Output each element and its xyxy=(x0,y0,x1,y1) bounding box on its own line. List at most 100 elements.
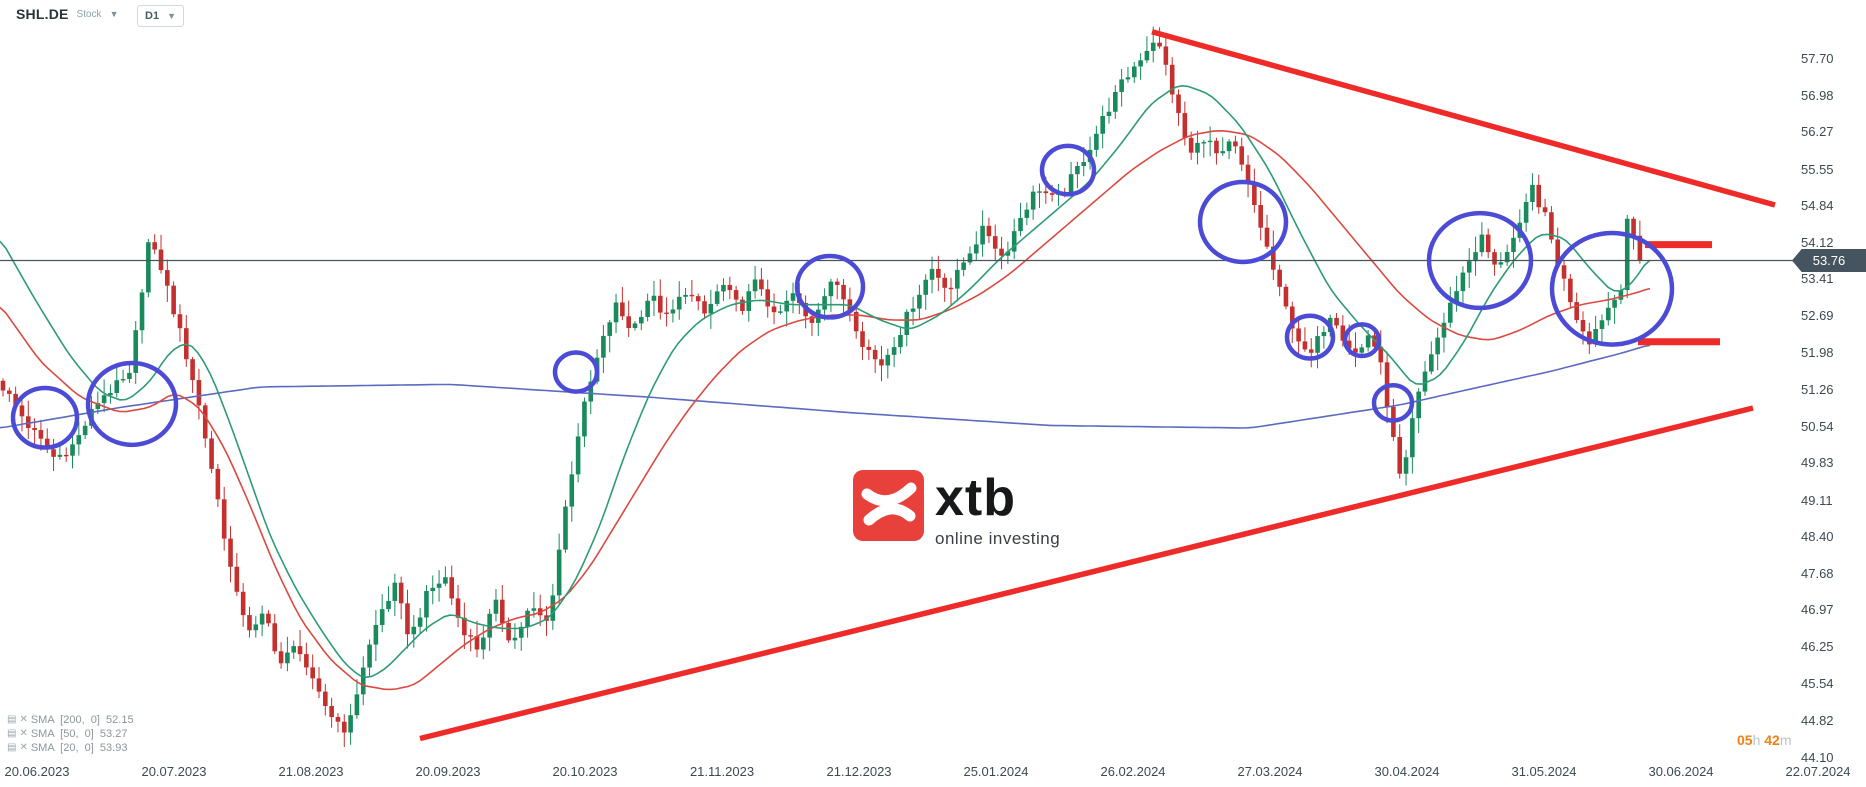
countdown-hours-unit: h xyxy=(1752,732,1761,748)
candle-body xyxy=(973,244,979,254)
indicator-remove-icon[interactable]: ✕ xyxy=(19,713,28,725)
candle-body xyxy=(626,316,631,329)
candle-body xyxy=(563,506,568,550)
candle-body xyxy=(379,609,385,625)
symbol-dropdown-caret-icon[interactable]: ▼ xyxy=(109,9,119,19)
date-axis-label: 20.07.2023 xyxy=(141,764,207,779)
trendline[interactable] xyxy=(419,405,1754,742)
candle-body xyxy=(449,577,455,599)
candle-body xyxy=(1580,320,1586,332)
candle-body xyxy=(1233,141,1238,147)
candle-body xyxy=(57,454,63,457)
countdown-minutes-unit: m xyxy=(1779,732,1792,748)
timeframe-value: D1 xyxy=(145,10,160,22)
candle-body xyxy=(828,281,834,297)
candle-body xyxy=(651,295,657,301)
annotation-circle[interactable] xyxy=(552,350,600,394)
candle-body xyxy=(942,277,947,288)
candle-body xyxy=(1454,291,1459,303)
timeframe-dropdown[interactable]: D1 ▼ xyxy=(137,5,184,27)
candle-body xyxy=(1340,325,1346,341)
candle-body xyxy=(879,359,884,366)
annotation-circle[interactable] xyxy=(1197,179,1289,265)
candle-body xyxy=(1473,252,1478,262)
countdown-minutes: 42 xyxy=(1764,732,1780,748)
price-axis-label: 48.40 xyxy=(1801,528,1834,544)
candle-body xyxy=(986,225,992,237)
indicator-settings-icon[interactable]: ▤ xyxy=(7,713,17,725)
candle-body xyxy=(860,331,865,347)
candle-body xyxy=(1637,235,1643,261)
annotation-circle[interactable] xyxy=(1549,230,1675,347)
indicator-settings-icon[interactable]: ▤ xyxy=(7,727,17,739)
annotation-circle[interactable] xyxy=(794,253,866,320)
date-axis-label: 20.09.2023 xyxy=(415,764,481,779)
candle-body xyxy=(866,346,872,350)
candle-body xyxy=(424,591,429,618)
candle-body xyxy=(620,302,625,317)
candle-body xyxy=(202,405,208,439)
candle-body xyxy=(961,262,966,270)
candle-body xyxy=(1302,341,1308,350)
annotation-circle[interactable] xyxy=(10,385,80,450)
candle-body xyxy=(1441,322,1447,338)
date-axis-label: 21.08.2023 xyxy=(278,764,344,779)
candle-body xyxy=(657,295,663,313)
candle-body xyxy=(436,583,442,588)
candle-body xyxy=(569,474,575,507)
price-axis-label: 56.27 xyxy=(1801,124,1834,140)
price-axis-label: 45.54 xyxy=(1801,675,1834,691)
candle-countdown: 05h 42m xyxy=(1737,732,1792,748)
candle-body xyxy=(1289,306,1295,329)
candle-body xyxy=(670,309,676,314)
candle-body xyxy=(733,290,739,300)
candle-body xyxy=(1511,237,1516,253)
symbol-label[interactable]: SHL.DE xyxy=(16,6,69,22)
symbol-toolbar: SHL.DE Stock ▼ xyxy=(16,6,118,22)
candle-body xyxy=(1030,191,1036,210)
candle-body xyxy=(955,269,960,289)
candle-body xyxy=(1536,184,1542,208)
annotation-circle[interactable] xyxy=(1426,210,1534,311)
price-axis-label: 44.82 xyxy=(1801,712,1834,728)
candle-body xyxy=(341,721,347,733)
candle-body xyxy=(1359,347,1365,353)
candle-body xyxy=(695,296,701,302)
candle-body xyxy=(1618,290,1624,300)
candle-body xyxy=(430,587,436,592)
trendline[interactable] xyxy=(1151,29,1776,208)
candle-body xyxy=(784,300,789,312)
candle-body xyxy=(297,646,303,655)
candle-body xyxy=(1239,146,1245,165)
indicator-settings-icon[interactable]: ▤ xyxy=(7,741,17,753)
price-axis-label: 49.83 xyxy=(1801,455,1834,471)
candle-body xyxy=(1498,262,1504,265)
candle-body xyxy=(1315,336,1320,353)
candle-body xyxy=(834,281,840,285)
candle-body xyxy=(1271,246,1276,270)
candle-body xyxy=(291,646,297,653)
indicator-remove-icon[interactable]: ✕ xyxy=(19,741,28,753)
candle-body xyxy=(196,380,202,406)
annotation-circle[interactable] xyxy=(85,360,179,448)
annotation-circle[interactable] xyxy=(1342,322,1382,359)
candle-body xyxy=(1296,328,1301,342)
candle-body xyxy=(929,268,935,280)
candle-body xyxy=(367,644,372,668)
date-axis-label: 20.06.2023 xyxy=(4,764,70,779)
annotation-circle[interactable] xyxy=(1284,313,1336,361)
candle-body xyxy=(721,284,726,292)
candle-body xyxy=(133,330,139,373)
candle-body xyxy=(872,349,878,360)
candle-body xyxy=(506,623,511,641)
annotation-circle[interactable] xyxy=(1039,143,1097,197)
xtb-tagline-text: online investing xyxy=(935,529,1061,548)
candle-body xyxy=(1410,418,1415,458)
date-axis-label: 31.05.2024 xyxy=(1511,764,1577,779)
candle-body xyxy=(1485,234,1491,253)
indicator-remove-icon[interactable]: ✕ xyxy=(19,727,28,739)
annotation-circle[interactable] xyxy=(1371,382,1415,423)
candle-body xyxy=(1542,207,1548,213)
candle-body xyxy=(632,323,638,329)
